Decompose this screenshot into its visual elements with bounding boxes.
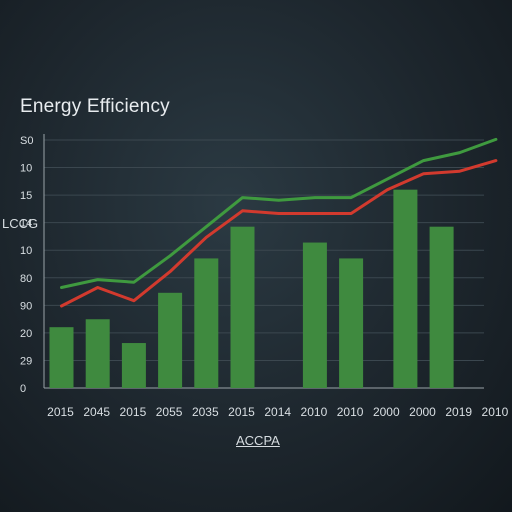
bar: [429, 226, 454, 388]
y-tick-label: 15: [20, 190, 32, 202]
x-tick-label: 2014: [264, 405, 291, 419]
y-tick-label: S0: [20, 135, 33, 147]
x-tick-label: 2010: [301, 405, 328, 419]
x-axis-label: ACCPA: [236, 433, 280, 448]
x-tick-label: 2010: [482, 405, 509, 419]
bar: [194, 258, 219, 388]
x-tick-label: 2035: [192, 405, 219, 419]
bar: [158, 292, 183, 388]
y-tick-label: 90: [20, 300, 32, 312]
x-tick-label: 2019: [445, 405, 472, 419]
chart-title: Energy Efficiency: [20, 96, 170, 117]
y-tick-label: 10: [20, 245, 32, 257]
y-tick-label: 10: [20, 163, 32, 175]
y-tick-label: 80: [20, 273, 32, 285]
x-tick-label: 2015: [228, 405, 255, 419]
x-tick-label: 2055: [156, 405, 183, 419]
bar: [230, 226, 255, 388]
bar: [302, 242, 327, 388]
y-axis-label: LCCG: [2, 216, 39, 231]
y-tick-label: 20: [20, 328, 32, 340]
series-line-green: [60, 137, 498, 289]
bar: [121, 343, 146, 388]
x-tick-label: 2000: [409, 405, 436, 419]
x-tick-label: 2045: [83, 405, 110, 419]
y-tick-label: 0: [20, 383, 26, 395]
bar: [393, 189, 418, 388]
y-tick-label: 29: [20, 355, 32, 367]
x-tick-label: 2000: [373, 405, 400, 419]
bar: [49, 327, 74, 388]
x-tick-label: 2010: [337, 405, 364, 419]
y-tick-label: 14: [20, 218, 32, 230]
x-tick-label: 2015: [47, 405, 74, 419]
series-line-red: [60, 159, 498, 308]
x-tick-label: 2015: [120, 405, 147, 419]
bar: [85, 319, 110, 388]
bar: [339, 258, 364, 388]
